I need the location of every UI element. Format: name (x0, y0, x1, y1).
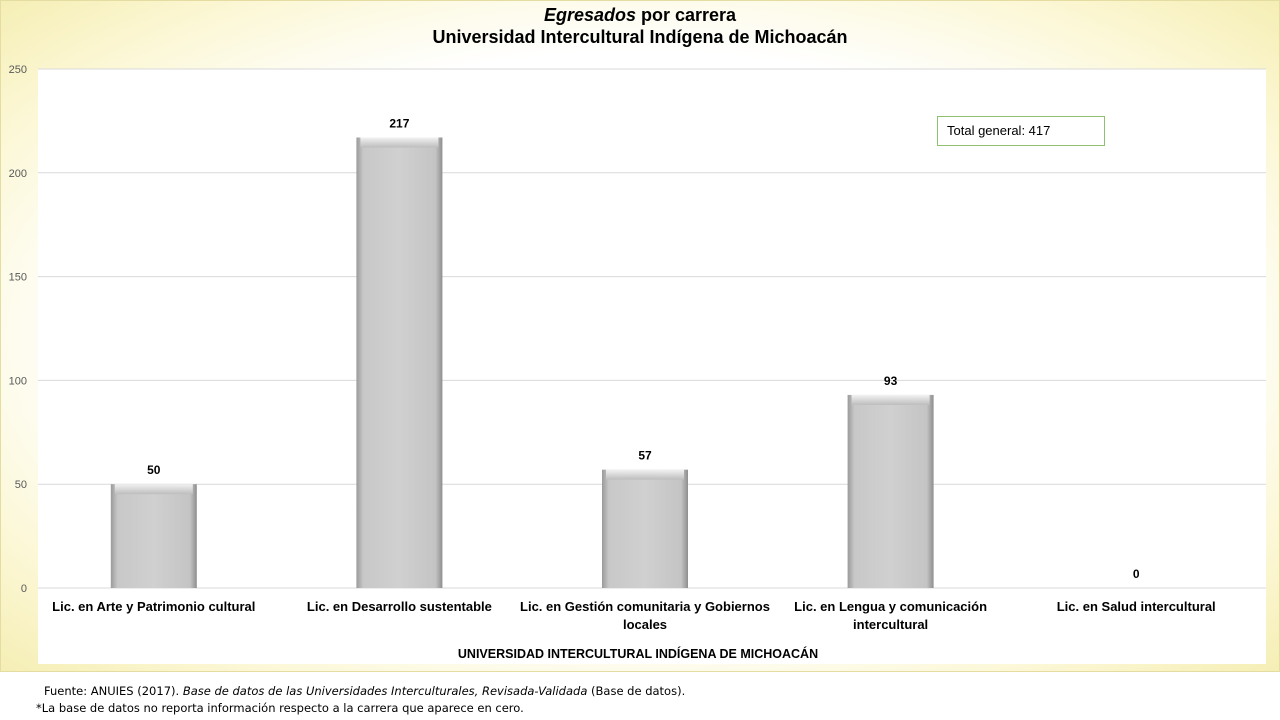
chart-title-rest: por carrera (635, 5, 737, 25)
y-tick-label: 250 (9, 64, 27, 76)
y-tick-label: 200 (9, 168, 27, 180)
category-label: locales (623, 617, 667, 632)
source-title: Base de datos de las Universidades Inter… (182, 684, 588, 698)
footer: Fuente: ANUIES (2017). Base de datos de … (36, 683, 1266, 717)
chart-title: Egresados por carrera Universidad Interc… (0, 4, 1280, 48)
y-tick-label: 100 (9, 375, 27, 387)
y-tick-label: 50 (15, 479, 27, 491)
source-prefix: Fuente: ANUIES (2017). (44, 684, 183, 698)
category-label: Lic. en Salud intercultural (1057, 599, 1216, 614)
data-label: 93 (884, 374, 898, 388)
y-tick-label: 0 (21, 583, 27, 595)
source-note: Fuente: ANUIES (2017). Base de datos de … (36, 683, 1266, 700)
bar-top-bevel (360, 137, 439, 148)
data-label: 57 (638, 449, 652, 463)
bar (602, 469, 688, 588)
category-label: Lic. en Desarrollo sustentable (307, 599, 492, 614)
bar-chart: 0 50 100 150 200 250 50 Lic. en Arte y Patrimon… (8, 64, 1266, 664)
bar-top-bevel (851, 394, 930, 405)
chart-title-line2: Universidad Intercultural Indígena de Mi… (432, 27, 848, 47)
bar-top-bevel (606, 469, 684, 480)
category-label: Lic. en Gestión comunitaria y Gobiernos (520, 599, 770, 614)
category-label: Lic. en Lengua y comunicación (794, 599, 987, 614)
total-general-box: Total general: 417 (937, 116, 1105, 146)
bar (110, 484, 197, 588)
category-axis-band (38, 588, 1266, 664)
data-label: 217 (389, 117, 409, 131)
data-label: 0 (1133, 567, 1140, 581)
category-label: intercultural (853, 617, 928, 632)
data-label: 50 (147, 463, 161, 477)
bar-top-bevel (114, 484, 193, 495)
source-suffix: (Base de datos). (587, 684, 686, 698)
x-axis-title: UNIVERSIDAD INTERCULTURAL INDÍGENA DE MI… (458, 646, 818, 661)
y-tick-label: 150 (9, 272, 27, 284)
zero-note: *La base de datos no reporta información… (36, 701, 524, 715)
category-label: Lic. en Arte y Patrimonio cultural (52, 599, 255, 614)
chart-title-italic: Egresados (543, 5, 636, 25)
bar (847, 394, 934, 588)
bar (356, 137, 443, 588)
chart-title-line1: Egresados por carrera (0, 4, 1280, 26)
